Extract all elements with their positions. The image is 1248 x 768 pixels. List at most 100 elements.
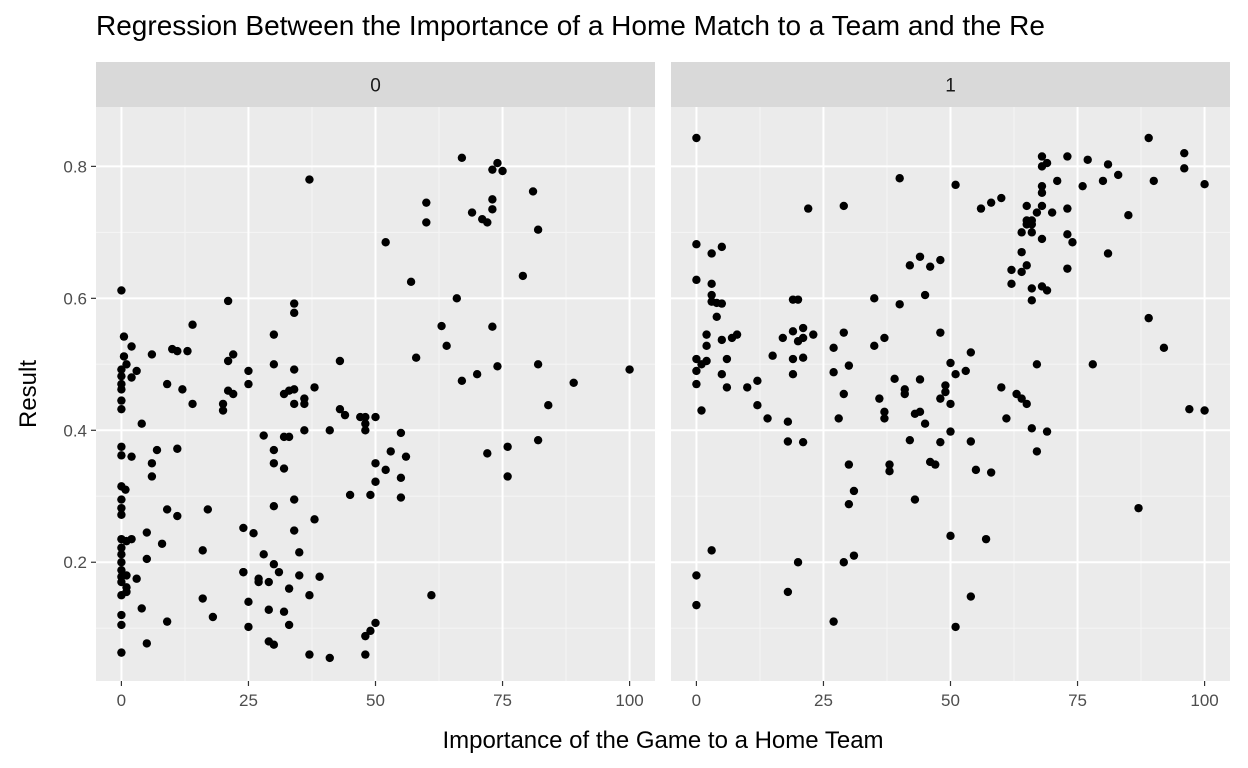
- data-point: [936, 438, 944, 446]
- data-point: [1043, 159, 1051, 167]
- data-point: [503, 472, 511, 480]
- data-point: [310, 383, 318, 391]
- data-point: [718, 336, 726, 344]
- data-point: [885, 467, 893, 475]
- x-tick-label: 25: [814, 691, 833, 710]
- data-point: [239, 524, 247, 532]
- data-point: [209, 613, 217, 621]
- data-point: [117, 451, 125, 459]
- data-point: [845, 500, 853, 508]
- data-point: [870, 294, 878, 302]
- data-point: [300, 426, 308, 434]
- data-point: [1028, 296, 1036, 304]
- data-point: [1028, 220, 1036, 228]
- data-point: [295, 548, 303, 556]
- data-point: [366, 627, 374, 635]
- data-point: [143, 555, 151, 563]
- data-point: [890, 375, 898, 383]
- data-point: [534, 436, 542, 444]
- data-point: [121, 485, 129, 493]
- data-point: [122, 588, 130, 596]
- data-point: [789, 327, 797, 335]
- data-point: [199, 546, 207, 554]
- data-point: [519, 272, 527, 280]
- data-point: [468, 208, 476, 216]
- data-point: [1084, 156, 1092, 164]
- data-point: [895, 174, 903, 182]
- data-point: [361, 426, 369, 434]
- data-point: [1017, 248, 1025, 256]
- data-point: [799, 324, 807, 332]
- data-point: [1038, 189, 1046, 197]
- data-point: [173, 347, 181, 355]
- data-point: [997, 194, 1005, 202]
- data-point: [1043, 286, 1051, 294]
- data-point: [789, 355, 797, 363]
- data-point: [1160, 344, 1168, 352]
- data-point: [1134, 504, 1142, 512]
- data-point: [122, 360, 130, 368]
- data-point: [784, 418, 792, 426]
- data-point: [799, 354, 807, 362]
- data-point: [697, 406, 705, 414]
- data-point: [280, 608, 288, 616]
- data-point: [941, 388, 949, 396]
- data-point: [931, 460, 939, 468]
- data-point: [997, 383, 1005, 391]
- data-point: [295, 571, 303, 579]
- data-point: [794, 295, 802, 303]
- data-point: [946, 400, 954, 408]
- data-point: [1124, 211, 1132, 219]
- data-point: [117, 286, 125, 294]
- data-point: [1053, 177, 1061, 185]
- data-point: [493, 159, 501, 167]
- data-point: [1104, 160, 1112, 168]
- data-point: [723, 383, 731, 391]
- data-point: [916, 408, 924, 416]
- data-point: [799, 438, 807, 446]
- data-point: [127, 535, 135, 543]
- data-point: [204, 505, 212, 513]
- data-point: [188, 321, 196, 329]
- y-tick-label: 0.6: [63, 289, 87, 308]
- data-point: [285, 621, 293, 629]
- data-point: [270, 560, 278, 568]
- x-tick-label: 50: [941, 691, 960, 710]
- data-point: [270, 459, 278, 467]
- data-point: [692, 367, 700, 375]
- data-point: [850, 487, 858, 495]
- data-point: [117, 648, 125, 656]
- data-point: [163, 617, 171, 625]
- data-point: [702, 330, 710, 338]
- data-point: [967, 348, 975, 356]
- data-point: [158, 540, 166, 548]
- data-point: [183, 347, 191, 355]
- data-point: [951, 623, 959, 631]
- data-point: [784, 437, 792, 445]
- data-point: [188, 400, 196, 408]
- data-point: [290, 526, 298, 534]
- data-point: [707, 249, 715, 257]
- data-point: [829, 368, 837, 376]
- data-point: [875, 394, 883, 402]
- panels-layer: 00 25 50 75 1000.20.40.60.810 25 50 75 100: [63, 62, 1230, 710]
- data-point: [371, 413, 379, 421]
- data-point: [244, 623, 252, 631]
- data-point: [280, 464, 288, 472]
- data-point: [1144, 134, 1152, 142]
- x-tick-label: 50: [366, 691, 385, 710]
- y-tick-label: 0.4: [63, 421, 87, 440]
- data-point: [244, 367, 252, 375]
- data-point: [1017, 228, 1025, 236]
- data-point: [534, 360, 542, 368]
- data-point: [982, 535, 990, 543]
- x-axis-title: Importance of the Game to a Home Team: [442, 727, 883, 754]
- data-point: [153, 446, 161, 454]
- data-point: [840, 390, 848, 398]
- data-point: [341, 411, 349, 419]
- data-point: [718, 370, 726, 378]
- data-point: [305, 650, 313, 658]
- facet-strip-label: 1: [945, 76, 956, 97]
- data-point: [397, 474, 405, 482]
- data-point: [1023, 261, 1031, 269]
